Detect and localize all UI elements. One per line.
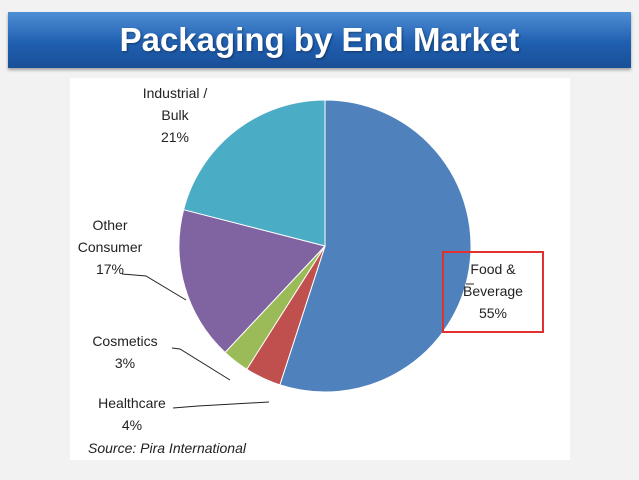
source-note: Source: Pira International (88, 440, 247, 456)
highlight-box (442, 251, 544, 333)
slice-label-cosmetics: Cosmetics 3% (92, 333, 157, 371)
page-title: Packaging by End Market (119, 21, 520, 58)
slice-label-healthcare: Healthcare 4% (98, 395, 166, 433)
pie-chart: Food & Beverage 55% Healthcare 4% Cosmetics 3%… (78, 85, 544, 456)
slice-label-other-consumer: Other Consumer 17% (78, 217, 143, 277)
pie-slice-industrial-bulk (182, 99, 326, 247)
slice-label-food-beverage: Food & Beverage 55% (463, 261, 523, 321)
pie-slice-other-consumer (178, 209, 326, 354)
leader-line (121, 273, 187, 301)
slice-label-industrial-bulk: Industrial / Bulk 21% (143, 85, 208, 145)
title-banner: Packaging by End Market (8, 12, 631, 68)
leader-line (171, 347, 231, 381)
leader-line (172, 401, 270, 409)
chart-panel: Food & Beverage 55% Healthcare 4% Cosmetics 3%… (70, 78, 570, 460)
pie-slice-food-beverage (279, 99, 472, 393)
